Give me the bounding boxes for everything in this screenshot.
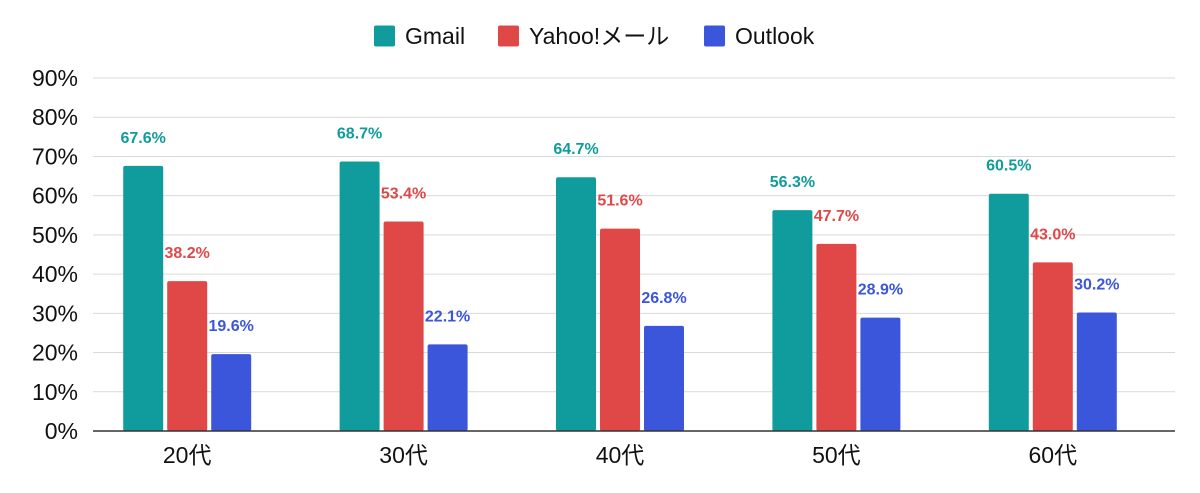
legend-swatch <box>374 25 395 47</box>
legend-label: Outlook <box>735 23 815 49</box>
data-label: 56.3% <box>770 174 815 191</box>
y-tick-label: 70% <box>32 143 78 169</box>
bar-gmail-4 <box>988 193 1029 431</box>
legend-swatch <box>704 25 725 47</box>
bar-gmail-0 <box>123 165 164 431</box>
data-label: 51.6% <box>597 193 642 210</box>
data-label: 68.7% <box>337 126 382 143</box>
legend: Gmail Yahoo!メール Outlook <box>374 23 815 49</box>
bar-yahoo-3 <box>816 243 857 431</box>
y-tick-label: 80% <box>32 104 78 130</box>
x-tick-label: 50代 <box>812 442 861 468</box>
x-tick-label: 20代 <box>163 442 212 468</box>
bar-gmail-3 <box>772 210 813 431</box>
bar-yahoo-2 <box>600 228 640 431</box>
legend-label: Gmail <box>405 23 465 49</box>
y-axis: 0% 10% 20% 30% 40% 50% 60% 70% 80% 90% <box>32 65 78 444</box>
data-label: 60.5% <box>986 158 1031 175</box>
legend-swatch <box>498 25 519 47</box>
bar-yahoo-4 <box>1032 262 1073 431</box>
bar-outlook-1 <box>427 344 468 431</box>
bar-yahoo-0 <box>167 281 208 431</box>
data-label: 26.8% <box>641 290 686 307</box>
y-tick-label: 40% <box>32 261 78 287</box>
data-label: 47.7% <box>814 208 859 225</box>
y-tick-label: 30% <box>32 300 78 326</box>
bar-gmail-2 <box>556 177 596 431</box>
bar-outlook-0 <box>211 354 252 431</box>
data-label: 28.9% <box>858 282 903 299</box>
x-tick-label: 40代 <box>596 442 645 468</box>
bars <box>123 161 1117 431</box>
x-axis: 20代 30代 40代 50代 60代 <box>93 430 1175 468</box>
x-tick-label: 60代 <box>1029 442 1078 468</box>
y-tick-label: 20% <box>32 340 78 366</box>
bar-outlook-4 <box>1076 312 1117 431</box>
y-tick-label: 50% <box>32 222 78 248</box>
y-tick-label: 0% <box>45 418 78 444</box>
bar-gmail-1 <box>339 161 380 431</box>
data-label: 53.4% <box>381 186 426 203</box>
data-label: 38.2% <box>165 245 210 262</box>
data-label: 67.6% <box>121 130 166 147</box>
bar-outlook-2 <box>644 325 684 431</box>
data-label: 22.1% <box>425 308 470 325</box>
y-tick-label: 90% <box>32 65 78 91</box>
bar-outlook-3 <box>860 317 901 431</box>
data-label: 43.0% <box>1030 226 1075 243</box>
y-tick-label: 60% <box>32 183 78 209</box>
data-label: 19.6% <box>209 318 254 335</box>
y-tick-label: 10% <box>32 379 78 405</box>
data-label: 64.7% <box>553 141 598 158</box>
x-tick-label: 30代 <box>379 442 428 468</box>
data-label: 30.2% <box>1074 277 1119 294</box>
legend-label: Yahoo!メール <box>529 23 669 49</box>
data-labels: 67.6% 38.2% 19.6% 68.7% 53.4% 22.1% 64.7% 51.6%… <box>121 126 1120 336</box>
bar-yahoo-1 <box>383 221 424 431</box>
